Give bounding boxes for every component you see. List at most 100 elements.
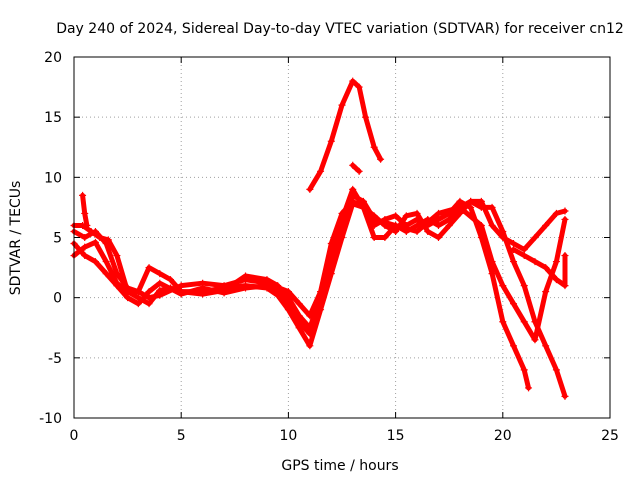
data-point [81, 243, 89, 251]
data-point [102, 270, 110, 278]
data-point [525, 384, 533, 392]
data-point [370, 143, 378, 151]
data-point [177, 290, 185, 298]
series-trace-g [349, 161, 363, 175]
data-point [96, 234, 104, 241]
data-point [317, 167, 325, 175]
data-point [456, 209, 464, 217]
data-point [370, 234, 378, 241]
data-point [263, 282, 271, 290]
data-point [113, 252, 121, 260]
data-point [306, 185, 314, 193]
data-point [520, 246, 528, 254]
data-point [306, 312, 314, 320]
chart-title: Day 240 of 2024, Sidereal Day-to-day VTE… [56, 21, 624, 37]
y-tick-label: 15 [44, 110, 62, 126]
data-point [510, 246, 518, 254]
data-point [274, 288, 282, 296]
data-point [166, 276, 174, 284]
data-point [349, 185, 357, 193]
data-point [355, 83, 363, 91]
data-point [156, 270, 164, 278]
data-point [284, 300, 292, 308]
series-line [350, 162, 362, 174]
x-tick-label: 10 [279, 428, 297, 444]
data-point [413, 221, 421, 229]
data-point [83, 221, 91, 229]
data-point [124, 294, 132, 302]
data-point [542, 264, 550, 272]
data-point [338, 101, 346, 109]
data-point [338, 221, 346, 229]
data-point [510, 342, 518, 350]
data-point [349, 191, 357, 199]
data-point [520, 318, 528, 326]
data-point [552, 258, 560, 266]
tick-layer: 0 5 10 15 20 25 -10 -5 0 5 10 15 20 [39, 50, 619, 444]
data-point [561, 392, 569, 400]
data-point [434, 215, 442, 223]
data-point [542, 342, 550, 350]
y-tick-label: 20 [44, 50, 62, 66]
data-point [402, 212, 410, 220]
data-point [499, 282, 507, 290]
data-point [510, 240, 518, 248]
y-tick-label: 10 [44, 170, 62, 186]
data-point [81, 209, 89, 217]
data-point [477, 203, 485, 211]
data-point [91, 238, 99, 246]
x-tick-label: 5 [177, 428, 186, 444]
data-point [220, 289, 228, 297]
series-trace-h [510, 246, 569, 290]
data-point [370, 215, 378, 223]
data-point [552, 276, 560, 284]
series-trace-e [79, 191, 91, 229]
data-point [327, 240, 335, 248]
data-point [377, 155, 385, 163]
data-point [306, 342, 314, 350]
data-point [561, 282, 569, 290]
data-point [456, 197, 464, 205]
y-tick-label: -5 [48, 351, 62, 367]
data-point [434, 234, 442, 241]
data-point [488, 270, 496, 278]
data-point [488, 203, 496, 211]
data-point [113, 270, 121, 278]
data-point [434, 221, 442, 229]
data-point [102, 258, 110, 266]
data-point [445, 221, 453, 229]
data-point [317, 300, 325, 308]
data-point [284, 288, 292, 296]
data-point [561, 215, 569, 223]
data-point [392, 221, 400, 229]
data-point [488, 221, 496, 229]
data-point [355, 167, 363, 175]
data-point [156, 291, 164, 299]
x-tick-label: 20 [494, 428, 512, 444]
data-point [156, 279, 164, 287]
data-point [413, 227, 421, 235]
series-trace-f [306, 77, 385, 193]
data-point [359, 197, 367, 205]
data-point [499, 318, 507, 326]
data-point [104, 236, 112, 244]
y-tick-label: -10 [39, 411, 62, 427]
data-point [520, 366, 528, 374]
x-tick-label: 0 [70, 428, 79, 444]
data-point [561, 207, 569, 215]
data-point [87, 227, 95, 235]
data-point [145, 288, 153, 296]
data-point [177, 282, 185, 290]
x-tick-label: 25 [601, 428, 619, 444]
data-point [434, 209, 442, 217]
x-tick-label: 15 [387, 428, 405, 444]
data-point [134, 288, 142, 296]
data-point [349, 77, 357, 85]
data-point [520, 252, 528, 260]
data-point [242, 276, 250, 284]
data-point [477, 197, 485, 205]
series-trace-d [70, 191, 569, 344]
x-axis-label: GPS time / hours [281, 458, 398, 474]
data-point [79, 191, 87, 199]
